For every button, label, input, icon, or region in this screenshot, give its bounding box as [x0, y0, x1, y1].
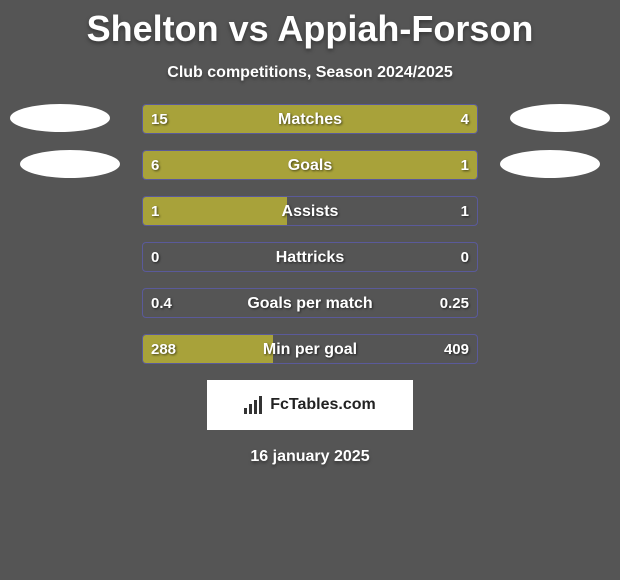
- page-subtitle: Club competitions, Season 2024/2025: [0, 64, 620, 82]
- logo-text: FcTables.com: [270, 396, 376, 414]
- stat-label: Assists: [143, 197, 477, 226]
- bar-track: 6 Goals 1: [142, 150, 478, 180]
- val-right: 1: [461, 197, 469, 226]
- stat-row-matches: 15 Matches 4: [0, 104, 620, 136]
- stat-row-min-per-goal: 288 Min per goal 409: [0, 334, 620, 366]
- page-title: Shelton vs Appiah-Forson: [0, 0, 620, 50]
- stat-label: Hattricks: [143, 243, 477, 272]
- bar-track: 1 Assists 1: [142, 196, 478, 226]
- stat-row-goals: 6 Goals 1: [0, 150, 620, 182]
- stat-label: Goals: [143, 151, 477, 180]
- stat-row-goals-per-match: 0.4 Goals per match 0.25: [0, 288, 620, 320]
- val-right: 409: [444, 335, 469, 364]
- comparison-chart: 15 Matches 4 6 Goals 1 1 Assists 1 0 Hat…: [0, 104, 620, 366]
- val-right: 0.25: [440, 289, 469, 318]
- bar-track: 0.4 Goals per match 0.25: [142, 288, 478, 318]
- date-label: 16 january 2025: [0, 448, 620, 466]
- stat-row-assists: 1 Assists 1: [0, 196, 620, 228]
- stat-label: Goals per match: [143, 289, 477, 318]
- val-right: 1: [461, 151, 469, 180]
- bar-track: 0 Hattricks 0: [142, 242, 478, 272]
- val-right: 4: [461, 105, 469, 134]
- logo-box: FcTables.com: [207, 380, 413, 430]
- val-right: 0: [461, 243, 469, 272]
- bar-track: 15 Matches 4: [142, 104, 478, 134]
- bar-track: 288 Min per goal 409: [142, 334, 478, 364]
- stat-row-hattricks: 0 Hattricks 0: [0, 242, 620, 274]
- stat-label: Matches: [143, 105, 477, 134]
- bar-chart-icon: [244, 396, 264, 414]
- stat-label: Min per goal: [143, 335, 477, 364]
